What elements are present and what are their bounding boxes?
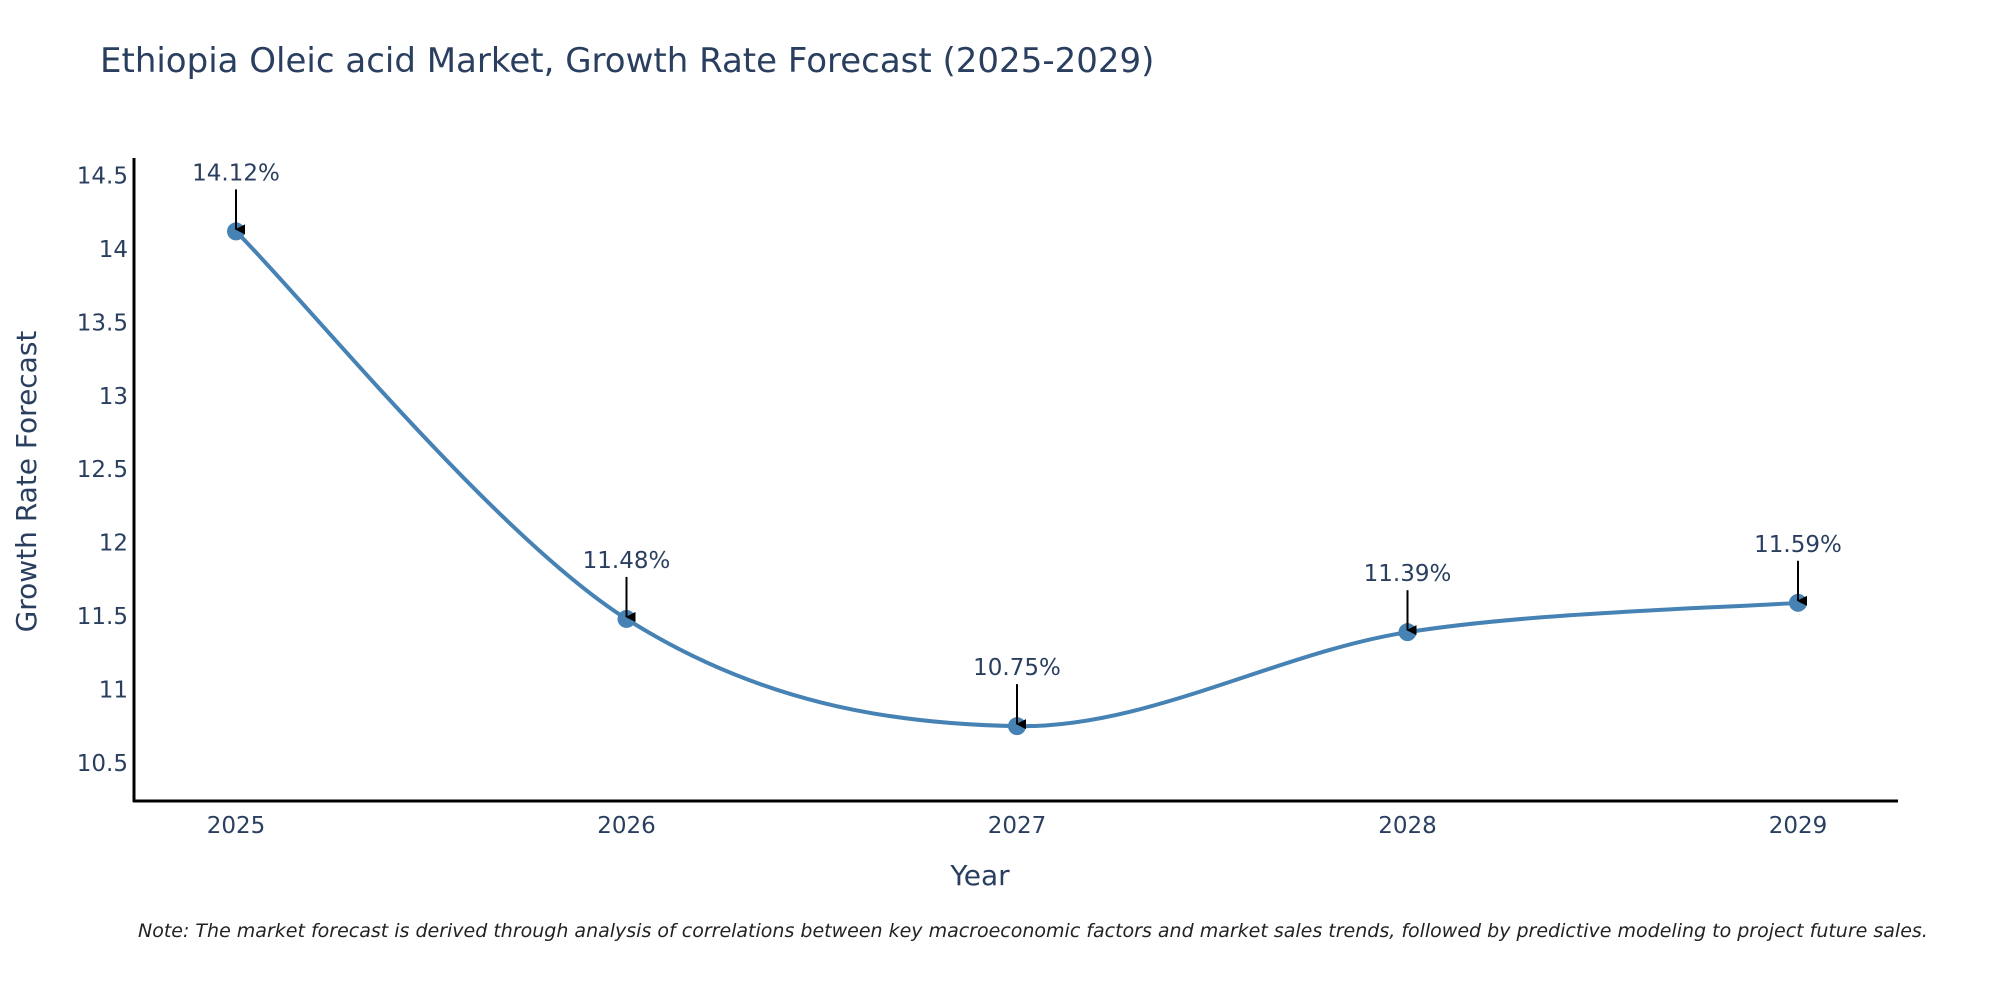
chart-title: Ethiopia Oleic acid Market, Growth Rate … (100, 41, 1155, 81)
data-label: 11.59% (1754, 532, 1842, 558)
y-tick-label: 12 (99, 531, 128, 557)
x-tick-label: 2027 (988, 813, 1047, 839)
y-tick-label: 11 (99, 677, 128, 703)
y-axis-title: Growth Rate Forecast (10, 331, 43, 633)
chart-note: Note: The market forecast is derived thr… (138, 920, 1928, 942)
data-label: 14.12% (192, 160, 280, 186)
data-label: 10.75% (973, 655, 1061, 681)
x-tick-label: 2029 (1769, 813, 1828, 839)
y-tick-label: 14.5 (77, 164, 128, 190)
y-tick-label: 11.5 (77, 604, 128, 630)
data-label: 11.39% (1364, 561, 1452, 587)
y-tick-label: 13 (99, 384, 128, 410)
x-tick-label: 2028 (1378, 813, 1437, 839)
x-axis-title: Year (949, 859, 1010, 892)
y-tick-label: 10.5 (77, 751, 128, 777)
data-label: 11.48% (583, 548, 671, 574)
x-axis-ticks: 2025 2026 2027 2028 2029 (207, 813, 1828, 839)
x-tick-label: 2025 (207, 813, 266, 839)
y-axis-ticks: 10.5 11 11.5 12 12.5 13 13.5 14 14.5 (77, 164, 128, 777)
data-annotations: 14.12% 11.48% 10.75% 11.39% 11.59% (192, 160, 1842, 730)
x-tick-label: 2026 (597, 813, 656, 839)
y-tick-label: 13.5 (77, 310, 128, 336)
y-tick-label: 12.5 (77, 457, 128, 483)
y-tick-label: 14 (99, 237, 128, 263)
series-line (234, 229, 1799, 729)
